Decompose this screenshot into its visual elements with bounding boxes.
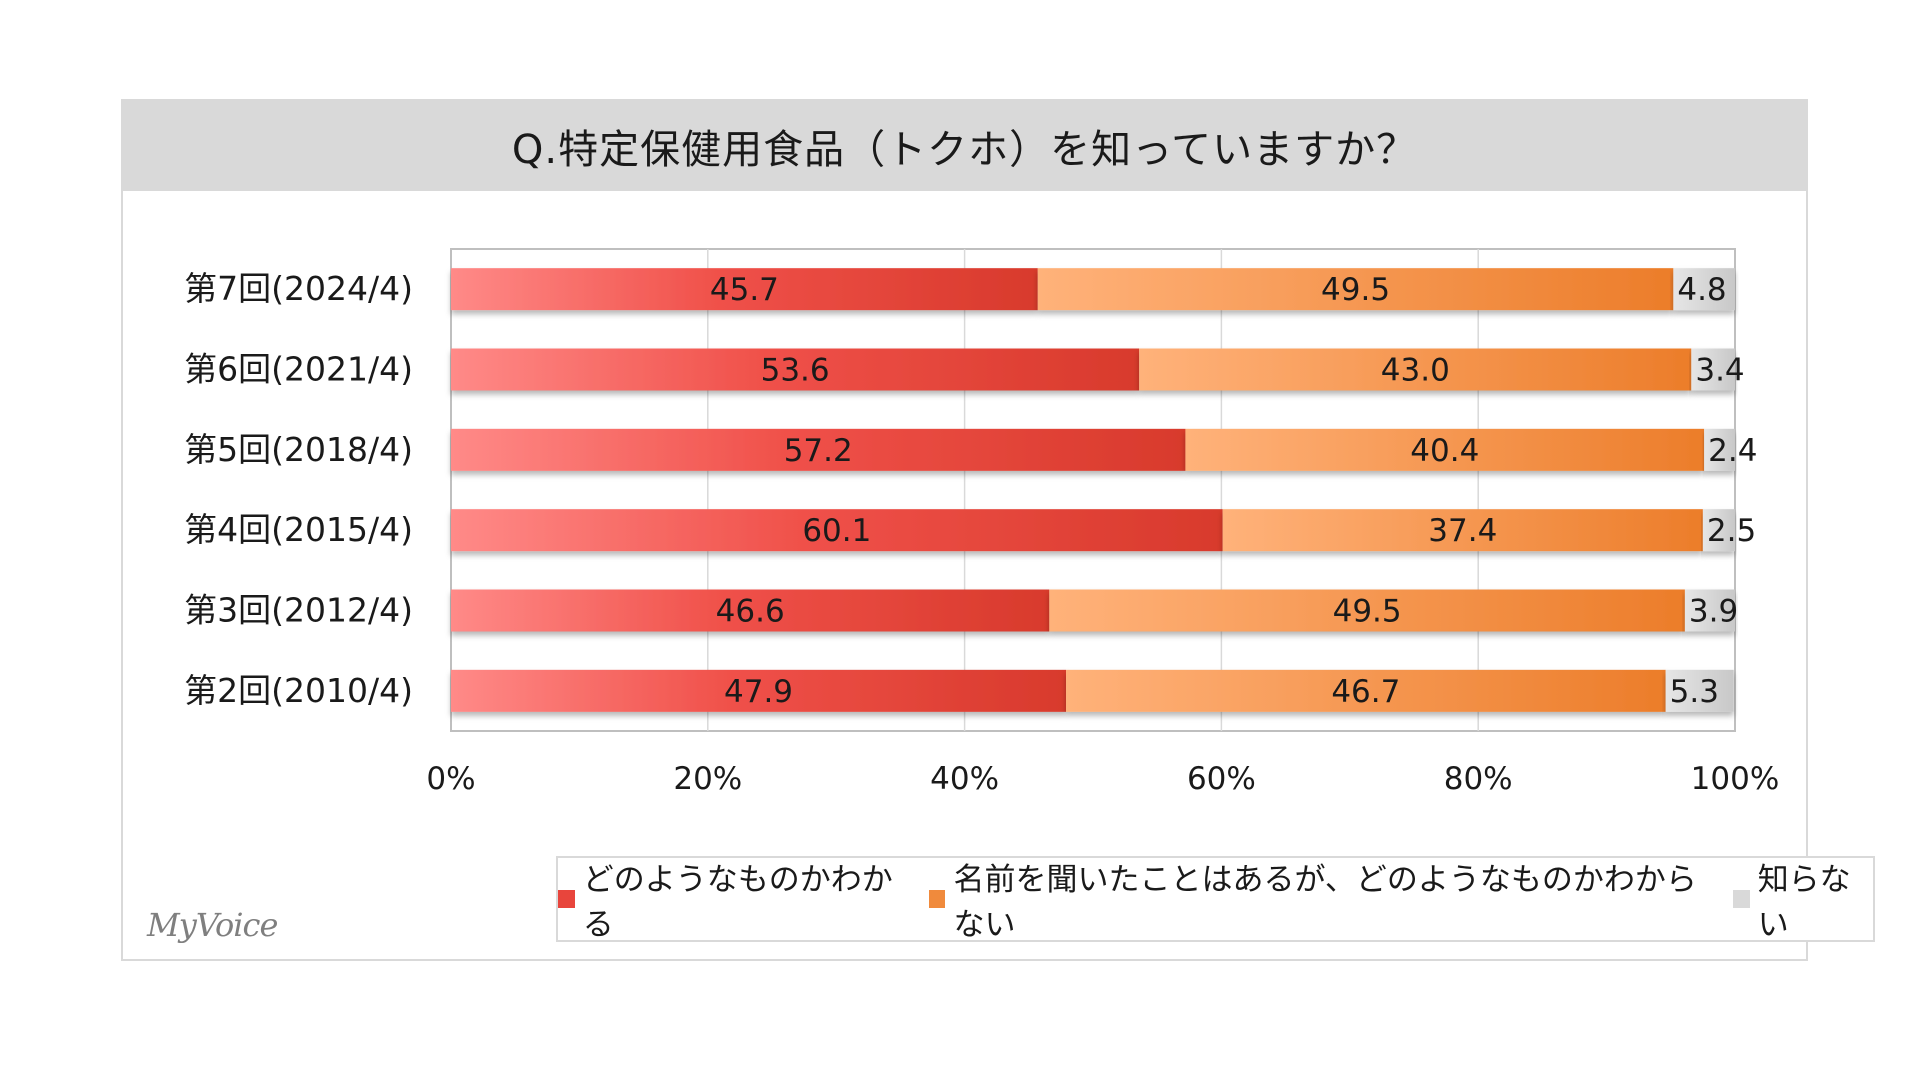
data-label: 2.5 [1707, 513, 1756, 549]
bar-segment-unknown [1691, 348, 1735, 391]
legend-item-heard: 名前を聞いたことはあるが、どのようなものかわからない [928, 854, 1705, 944]
bar-segment-unknown [1702, 509, 1735, 552]
bar-segment-know [451, 589, 1050, 632]
bar-segment-know [451, 268, 1038, 311]
data-label: 49.5 [1333, 594, 1402, 630]
bar-segment-know [451, 669, 1067, 712]
data-label: 37.4 [1428, 513, 1497, 549]
y-category-label: 第3回(2012/4) [184, 591, 413, 630]
legend-swatch-heard [928, 890, 946, 908]
plot-area [450, 248, 1736, 732]
y-category-label: 第5回(2018/4) [184, 430, 413, 469]
x-tick-label: 60% [1187, 761, 1256, 797]
legend-item-know: どのようなものかわかる [558, 854, 901, 944]
chart-title: Q.特定保健用食品（トクホ）を知っていますか？ [511, 127, 1418, 173]
legend-item-unknown: 知らない [1732, 854, 1873, 944]
data-label: 5.3 [1670, 674, 1719, 710]
data-label: 45.7 [710, 272, 779, 308]
y-category-label: 第2回(2010/4) [184, 671, 413, 710]
bar-segment-heard [1049, 589, 1685, 632]
data-label: 49.5 [1321, 272, 1390, 308]
chart-frame: Q.特定保健用食品（トクホ）を知っていますか？ 0% 20% 40% 60% 80% 10… [121, 99, 1875, 961]
data-label: 46.6 [716, 594, 785, 630]
title-bar: Q.特定保健用食品（トクホ）を知っていますか？ [123, 101, 1806, 191]
data-label: 47.9 [724, 674, 793, 710]
bar-segment-heard [1139, 348, 1692, 391]
data-label: 46.7 [1331, 674, 1400, 710]
data-label: 3.9 [1689, 594, 1738, 630]
x-tick-label: 100% [1691, 761, 1780, 797]
x-tick-label: 40% [930, 761, 999, 797]
bar-segment-unknown [1704, 428, 1735, 471]
data-label: 60.1 [802, 513, 871, 549]
y-category-label: 第7回(2024/4) [184, 269, 413, 308]
x-tick-label: 80% [1444, 761, 1513, 797]
data-label: 53.6 [761, 353, 830, 389]
chart-plot: 0% 20% 40% 60% 80% 100% 第7回(2024/4) 45.7 49.5 4.8… [184, 248, 1780, 797]
myvoice-logo: MyVoice [147, 906, 278, 944]
legend-swatch-unknown [1732, 890, 1750, 908]
y-category-label: 第4回(2015/4) [184, 510, 413, 549]
bar-segment-know [451, 348, 1140, 391]
legend-label-know: どのようなものかわかる [582, 862, 893, 943]
bar-segment-unknown [1684, 589, 1735, 632]
x-tick-label: 0% [426, 761, 475, 797]
bar-segment-know [451, 509, 1223, 552]
bar-segment-know [451, 428, 1186, 471]
y-category-label: 第6回(2021/4) [184, 350, 413, 389]
bar-segment-unknown [1673, 268, 1735, 311]
data-label: 43.0 [1381, 353, 1450, 389]
data-label: 57.2 [784, 433, 853, 469]
bar-segment-heard [1185, 428, 1705, 471]
data-label: 2.4 [1708, 433, 1757, 469]
data-label: 3.4 [1695, 353, 1744, 389]
legend: どのようなものかわかる 名前を聞いたことはあるが、どのようなものかわからない 知… [556, 854, 1875, 944]
data-label: 40.4 [1410, 433, 1479, 469]
data-label: 4.8 [1677, 272, 1726, 308]
bar-segment-heard [1066, 669, 1666, 712]
x-tick-label: 20% [673, 761, 742, 797]
bar-segment-heard [1222, 509, 1703, 552]
legend-label-unknown: 知らない [1757, 862, 1851, 943]
legend-swatch-know [558, 890, 575, 908]
legend-label-heard: 名前を聞いたことはあるが、どのようなものかわからない [953, 862, 1697, 943]
bar-segment-heard [1037, 268, 1674, 311]
bar-segment-unknown [1665, 669, 1734, 712]
